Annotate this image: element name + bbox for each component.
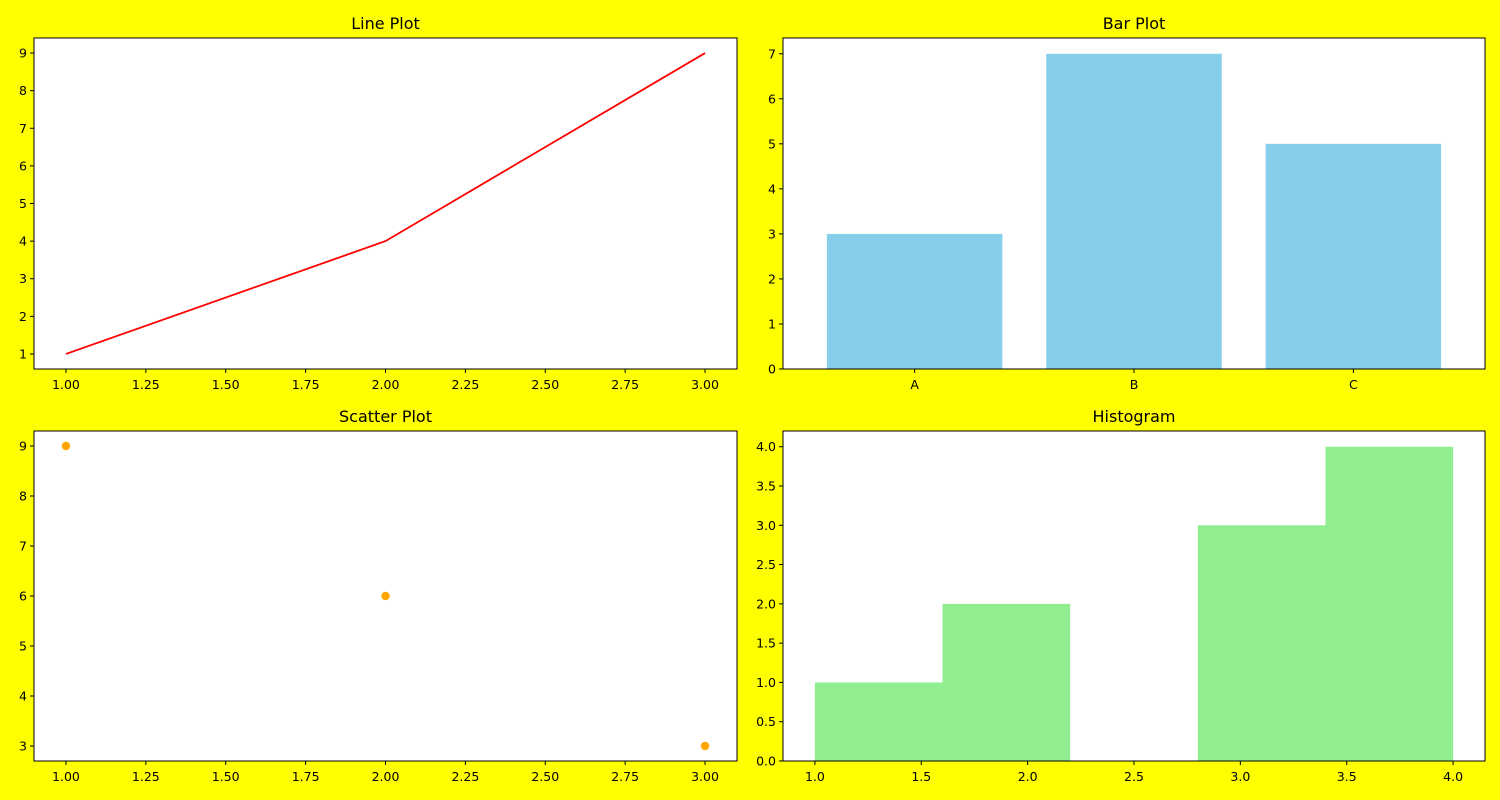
y-tick-label: 1.0 xyxy=(756,675,776,690)
histogram-bar xyxy=(1325,446,1454,761)
chart-title: Scatter Plot xyxy=(339,407,432,426)
y-tick-label: 6 xyxy=(19,589,27,604)
x-tick-label: 1.25 xyxy=(132,377,160,392)
y-tick-label: 5 xyxy=(19,639,27,654)
x-tick-label: 1.25 xyxy=(132,769,160,784)
y-tick-label: 1.5 xyxy=(756,636,776,651)
x-tick-label: 2.00 xyxy=(372,377,400,392)
y-tick-label: 4.0 xyxy=(756,439,776,454)
y-tick-label: 5 xyxy=(19,196,27,211)
x-tick-label: 2.0 xyxy=(1018,769,1038,784)
y-tick-label: 6 xyxy=(768,91,776,106)
x-tick-label: 2.25 xyxy=(451,377,479,392)
y-axis: 3 4 5 6 7 8 9 xyxy=(19,439,34,754)
y-tick-label: 4 xyxy=(768,181,776,196)
y-tick-label: 5 xyxy=(768,136,776,151)
y-tick-label: 8 xyxy=(19,83,27,98)
scatter-point xyxy=(700,741,710,751)
histogram-bar xyxy=(942,603,1071,761)
x-axis: A B C xyxy=(910,369,1358,392)
chart-title: Line Plot xyxy=(351,14,420,33)
plot-frame xyxy=(33,430,738,762)
x-tick-label: 2.00 xyxy=(372,769,400,784)
x-tick-label: 4.0 xyxy=(1443,769,1463,784)
data-marks xyxy=(826,53,1442,370)
plot-frame xyxy=(33,37,738,370)
x-tick-label: 3.0 xyxy=(1230,769,1250,784)
x-tick-label: 1.00 xyxy=(52,769,80,784)
x-tick-label: 1.0 xyxy=(805,769,825,784)
x-tick-label: B xyxy=(1130,377,1139,392)
x-tick-label: 1.5 xyxy=(911,769,931,784)
x-tick-label: 3.00 xyxy=(691,377,719,392)
y-tick-label: 8 xyxy=(19,489,27,504)
x-tick-label: 2.50 xyxy=(531,769,559,784)
y-axis: 1 2 3 4 5 6 7 8 9 xyxy=(19,46,34,361)
y-tick-label: 2 xyxy=(768,271,776,286)
x-tick-label: A xyxy=(910,377,919,392)
x-axis: 1.0 1.5 2.0 2.5 3.0 3.5 4.0 xyxy=(805,761,1463,784)
x-axis: 1.00 1.25 1.50 1.75 2.00 2.25 2.50 2.75 3.00 xyxy=(52,369,719,392)
scatter-plot-panel: Scatter Plot 1.00 1.25 1.50 1.75 2.00 2.25 2.50… xyxy=(19,407,738,784)
plot-frame xyxy=(782,430,1486,762)
x-tick-label: 2.75 xyxy=(611,769,639,784)
y-tick-label: 6 xyxy=(19,158,27,173)
y-tick-label: 3 xyxy=(19,271,27,286)
y-tick-label: 2 xyxy=(19,309,27,324)
x-tick-label: 1.50 xyxy=(212,377,240,392)
y-tick-label: 2.5 xyxy=(756,557,776,572)
series-line xyxy=(65,52,706,355)
x-tick-label: 2.5 xyxy=(1124,769,1144,784)
x-tick-label: 3.00 xyxy=(691,769,719,784)
y-tick-label: 9 xyxy=(19,439,27,454)
chart-title: Bar Plot xyxy=(1103,14,1166,33)
x-tick-label: 1.75 xyxy=(292,769,320,784)
plot-area xyxy=(33,37,738,370)
y-axis: 0.0 0.5 1.0 1.5 2.0 2.5 3.0 3.5 4.0 xyxy=(756,439,783,769)
y-tick-label: 7 xyxy=(19,539,27,554)
y-tick-label: 4 xyxy=(19,234,27,249)
y-tick-label: 1 xyxy=(19,346,27,361)
bar xyxy=(826,233,1003,369)
line-plot-panel: Line Plot 1.00 1.25 1.50 1.75 2.00 2.25 2.50 2.7… xyxy=(19,14,738,392)
x-axis: 1.00 1.25 1.50 1.75 2.00 2.25 2.50 2.75 3.00 xyxy=(52,761,719,784)
data-marks xyxy=(814,446,1454,761)
x-tick-label: 2.25 xyxy=(451,769,479,784)
data-marks xyxy=(61,441,710,751)
bar xyxy=(1265,143,1442,369)
y-tick-label: 0 xyxy=(768,362,776,377)
x-tick-label: C xyxy=(1349,377,1358,392)
histogram-bar xyxy=(814,682,943,761)
x-tick-label: 1.75 xyxy=(292,377,320,392)
bar-plot-panel: Bar Plot A B C 0 1 2 3 4 5 6 7 xyxy=(768,14,1486,392)
plot-frame xyxy=(782,37,1486,370)
x-tick-label: 1.00 xyxy=(52,377,80,392)
x-tick-label: 1.50 xyxy=(212,769,240,784)
y-tick-label: 7 xyxy=(19,121,27,136)
x-tick-label: 2.75 xyxy=(611,377,639,392)
y-tick-label: 3.0 xyxy=(756,518,776,533)
y-tick-label: 7 xyxy=(768,46,776,61)
chart-title: Histogram xyxy=(1093,407,1176,426)
y-tick-label: 0.0 xyxy=(756,754,776,769)
y-tick-label: 3 xyxy=(19,739,27,754)
scatter-point xyxy=(381,591,390,601)
y-tick-label: 3 xyxy=(768,226,776,241)
data-marks xyxy=(65,52,706,355)
x-tick-label: 2.50 xyxy=(531,377,559,392)
y-axis: 0 1 2 3 4 5 6 7 xyxy=(768,46,783,377)
y-tick-label: 9 xyxy=(19,46,27,61)
bar xyxy=(1046,53,1222,370)
y-tick-label: 3.5 xyxy=(756,479,776,494)
y-tick-label: 1 xyxy=(768,316,776,331)
x-tick-label: 3.5 xyxy=(1337,769,1357,784)
y-tick-label: 2.0 xyxy=(756,596,776,611)
histogram-bar xyxy=(1197,525,1326,761)
y-tick-label: 4 xyxy=(19,689,27,704)
y-tick-label: 0.5 xyxy=(756,714,776,729)
scatter-point xyxy=(61,441,71,451)
